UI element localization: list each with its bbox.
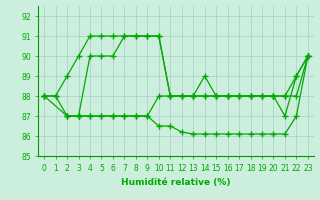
X-axis label: Humidité relative (%): Humidité relative (%) bbox=[121, 178, 231, 187]
